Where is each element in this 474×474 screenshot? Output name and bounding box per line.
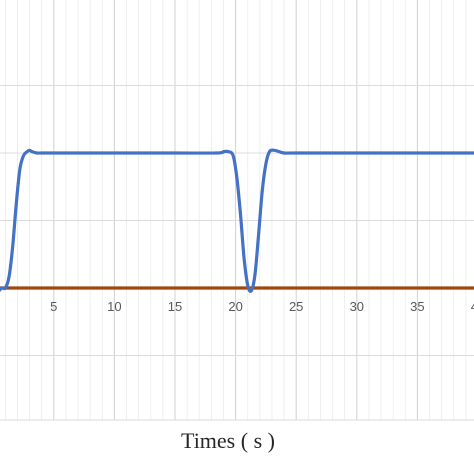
series-line-blue: [0, 148, 474, 293]
series-group: [0, 148, 474, 293]
x-tick-label: 5: [50, 299, 57, 314]
x-tick-label: 30: [350, 299, 364, 314]
x-tick-labels: 5 10 15 20 25 30 35 40: [50, 299, 474, 314]
x-tick-label: 25: [289, 299, 303, 314]
x-tick-label: 15: [168, 299, 182, 314]
x-tick-label: 20: [228, 299, 242, 314]
x-axis-title: Times ( s ): [181, 428, 275, 453]
x-tick-label: 35: [410, 299, 424, 314]
x-tick-label: 40: [471, 299, 474, 314]
grid: [0, 0, 474, 421]
x-tick-label: 10: [107, 299, 121, 314]
